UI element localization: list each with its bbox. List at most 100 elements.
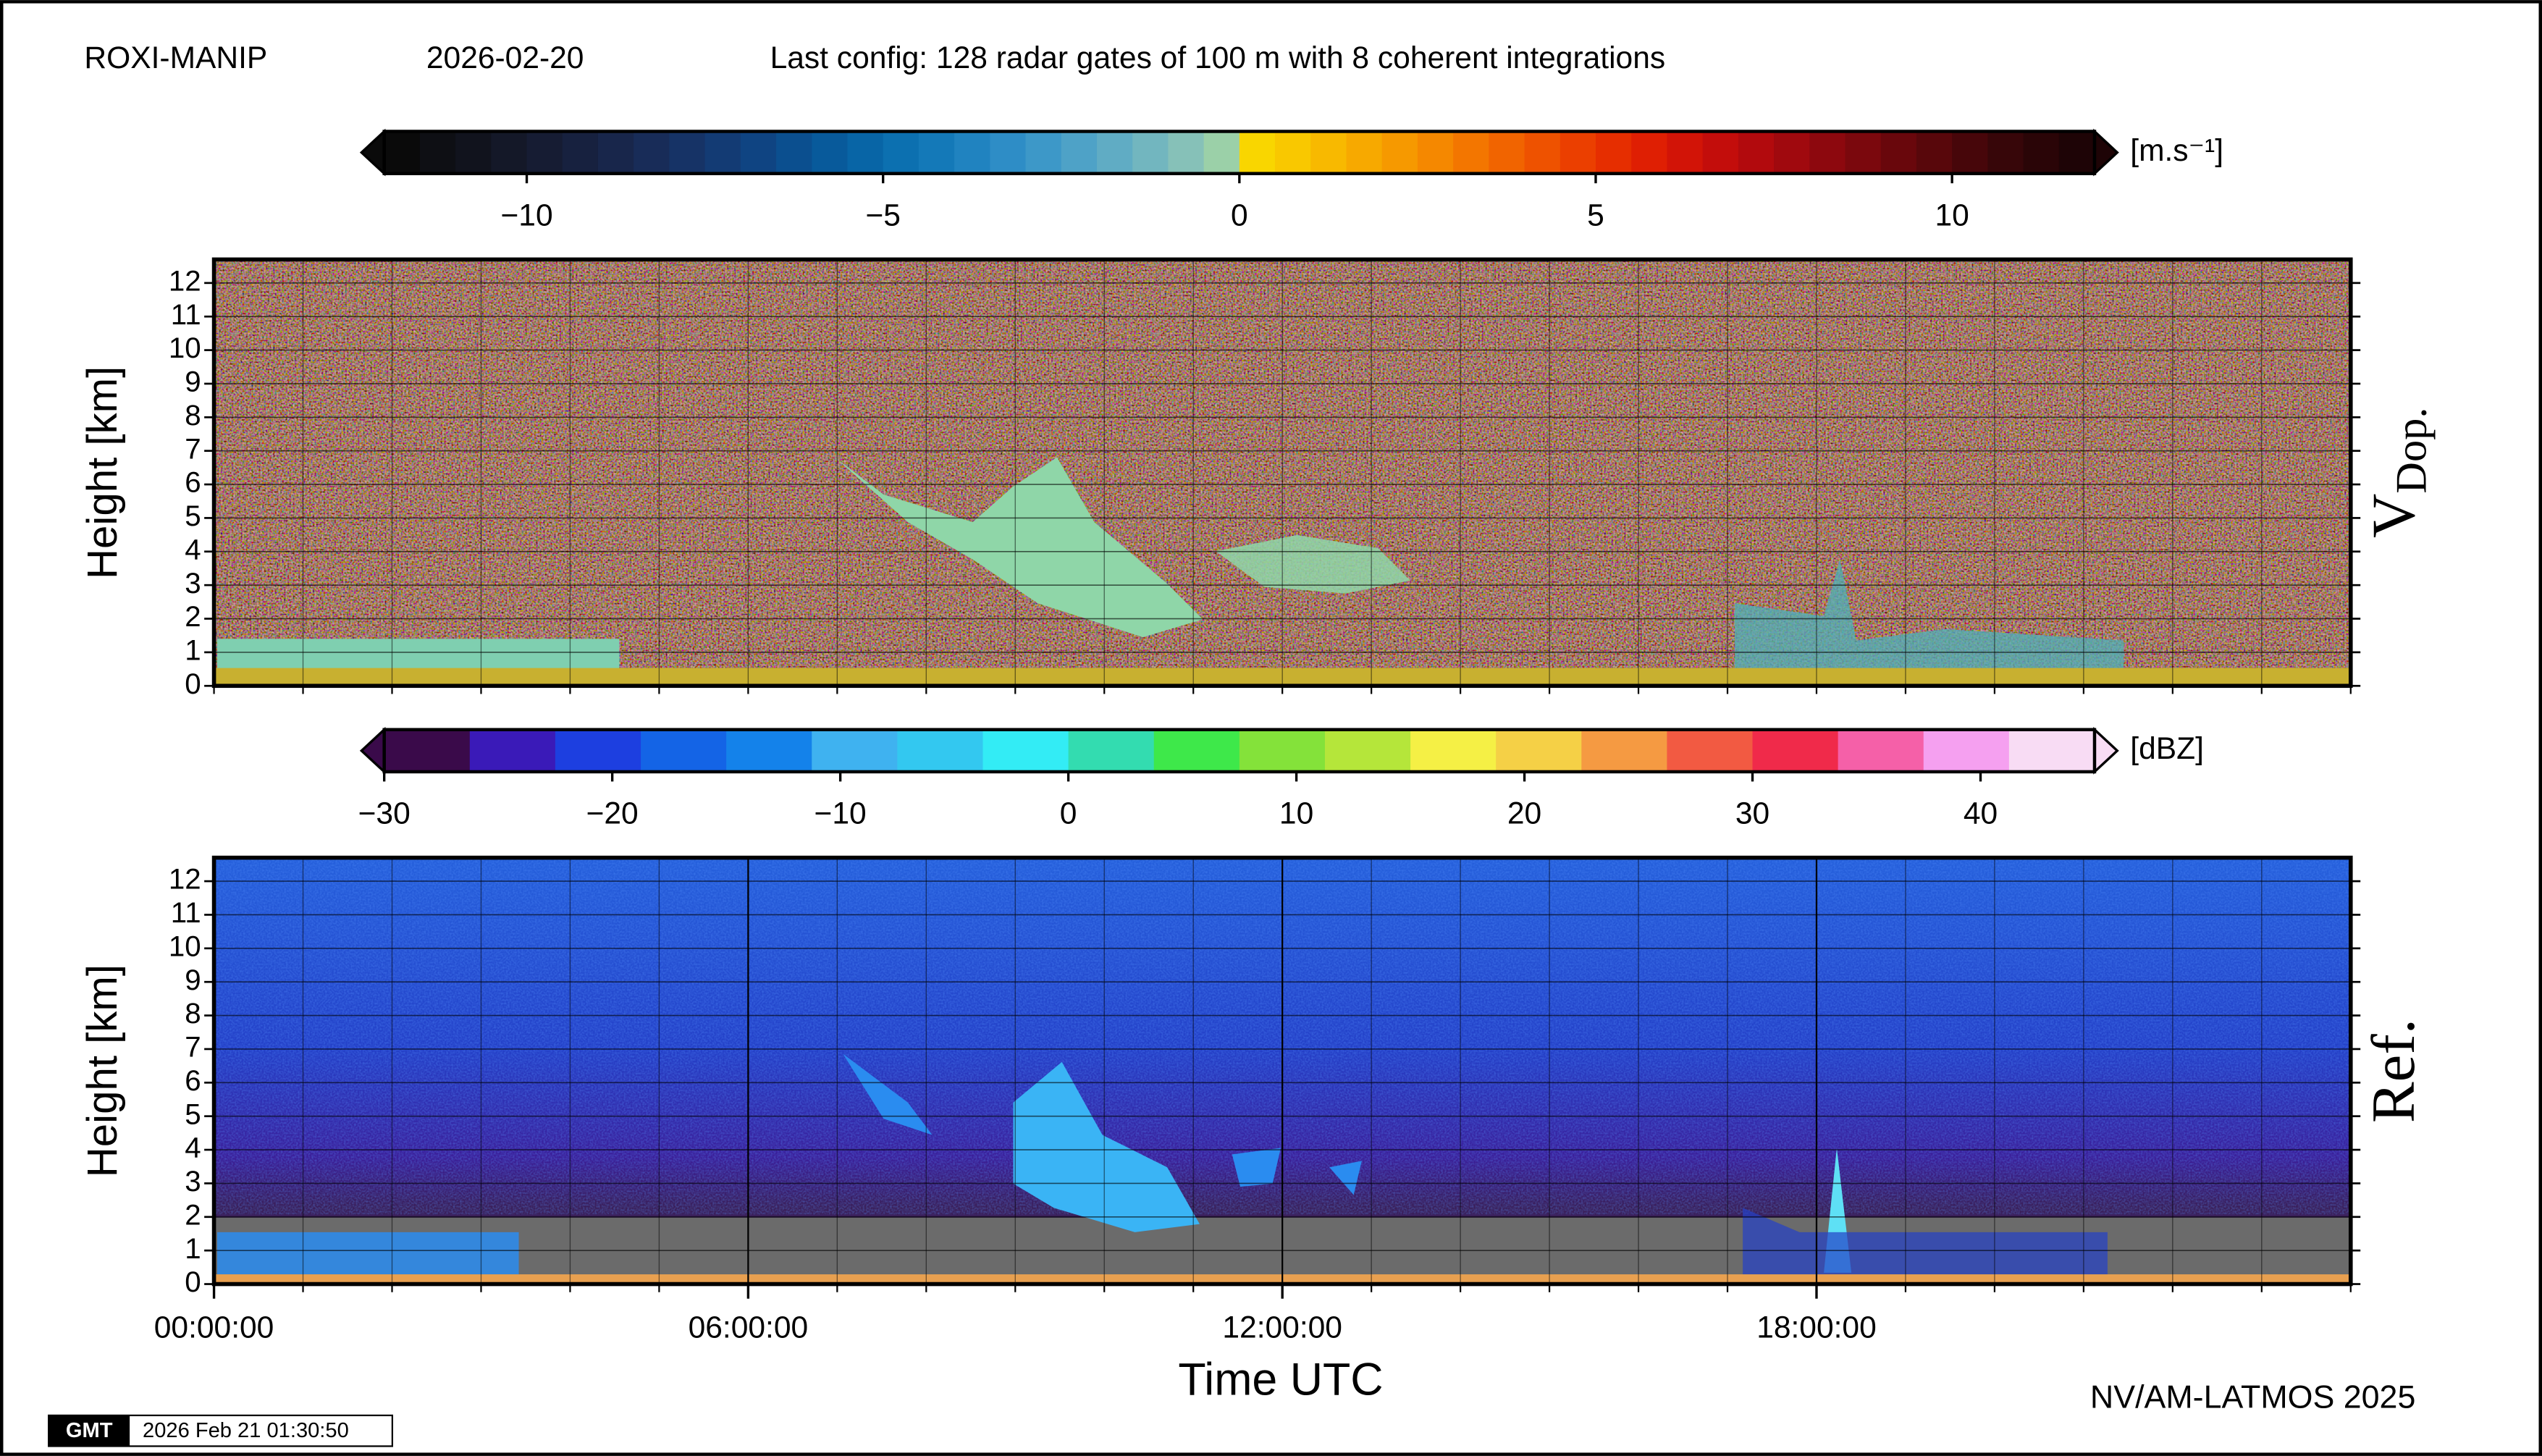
y-tick-label: 6 [185, 466, 201, 499]
colorbar-segment [704, 131, 741, 174]
colorbar-segment [1809, 131, 1846, 174]
colorbar-tick-label: 40 [1964, 796, 1998, 831]
colorbar-segment [1923, 729, 2010, 772]
colorbar-tick-label: 0 [1231, 198, 1248, 232]
side-label: Ref. [2359, 1019, 2427, 1123]
colorbar-segment [1952, 131, 1989, 174]
colorbar-segment [384, 131, 421, 174]
x-tick-label: 06:00:00 [689, 1310, 809, 1345]
y-tick-label: 0 [185, 1266, 201, 1298]
y-tick-label: 7 [185, 432, 201, 465]
colorbar-segment [2023, 131, 2060, 174]
station: ROXI-MANIP [84, 41, 267, 75]
colorbar-segment [740, 131, 777, 174]
colorbar-segment [1132, 131, 1169, 174]
colorbar-tick-label: −30 [358, 796, 411, 831]
colorbar-segment [419, 131, 456, 174]
colorbar-segment [897, 729, 984, 772]
colorbar-segment [469, 729, 556, 772]
date: 2026-02-20 [426, 41, 584, 75]
colorbar-segment [1061, 131, 1098, 174]
y-tick-label: 12 [169, 264, 201, 297]
colorbar-segment [1631, 131, 1668, 174]
colorbar-segment [1581, 729, 1668, 772]
y-axis-label: Height [km] [79, 964, 126, 1177]
logo: GMT [66, 1419, 113, 1442]
plot-frame [211, 855, 2353, 1287]
colorbar-segment [641, 729, 727, 772]
colorbar-segment [982, 729, 1069, 772]
colorbar-segment [1987, 131, 2024, 174]
y-tick-label: 11 [171, 298, 201, 331]
colorbar-segment [1838, 729, 1924, 772]
colorbar-segment [883, 131, 919, 174]
colorbar-segment [1595, 131, 1632, 174]
colorbar-segment [1203, 131, 1240, 174]
colorbar-segment [669, 131, 706, 174]
colorbar-segment [455, 131, 492, 174]
y-tick-label: 6 [185, 1064, 201, 1097]
colorbar-segment [555, 729, 641, 772]
colorbar-segment [1453, 131, 1490, 174]
y-tick-label: 10 [169, 332, 201, 364]
colorbar-under [359, 128, 386, 177]
logo-bg [49, 1415, 130, 1447]
colorbar-segment [1153, 729, 1240, 772]
colorbar-under [359, 726, 386, 775]
colorbar-over [2093, 726, 2119, 775]
colorbar-segment [1346, 131, 1383, 174]
y-tick-label: 4 [185, 533, 201, 565]
side-label-main: Ref. [2359, 1019, 2427, 1123]
y-tick-label: 2 [185, 600, 201, 633]
colorbar-segment [1417, 131, 1454, 174]
colorbar-frame [382, 728, 2097, 774]
colorbar-segment [634, 131, 670, 174]
y-tick-label: 5 [185, 500, 201, 532]
colorbar-segment [1096, 131, 1133, 174]
y-tick-label: 9 [185, 964, 201, 996]
y-tick-label: 9 [185, 366, 201, 398]
colorbar-segment [1068, 729, 1155, 772]
y-tick-label: 2 [185, 1198, 201, 1231]
side-label-sub: Dop. [2387, 408, 2436, 494]
y-tick-label: 12 [169, 863, 201, 896]
colorbar-segment [597, 131, 634, 174]
colorbar-segment [526, 131, 563, 174]
colorbar-segment [954, 131, 991, 174]
plot-frame [211, 257, 2353, 689]
colorbar-segment [1239, 729, 1326, 772]
colorbar-segment [1168, 131, 1205, 174]
y-axis-label: Height [km] [79, 366, 126, 579]
colorbar-segment [1381, 131, 1418, 174]
y-tick-label: 5 [185, 1098, 201, 1130]
colorbar-segment [1667, 729, 1754, 772]
colorbar-segment [1489, 131, 1525, 174]
colorbar-segment [1667, 131, 1704, 174]
colorbar-segment [1410, 729, 1497, 772]
colorbar-segment [776, 131, 812, 174]
colorbar-segment [918, 131, 955, 174]
colorbar-segment [1916, 131, 1953, 174]
x-axis-label: Time UTC [1178, 1355, 1383, 1405]
side-label-main: V [2359, 494, 2427, 538]
colorbar-segment [562, 131, 599, 174]
colorbar-unit: [m.s⁻¹] [2130, 133, 2223, 168]
colorbar-segment [726, 729, 812, 772]
x-tick-label: 12:00:00 [1222, 1310, 1342, 1345]
colorbar-tick-label: 5 [1587, 198, 1604, 232]
colorbar-tick-label: −20 [586, 796, 639, 831]
y-tick-label: 1 [185, 1232, 201, 1265]
colorbar-tick-label: −5 [865, 198, 901, 232]
colorbar-segment [2008, 729, 2095, 772]
colorbar-segment [1496, 729, 1582, 772]
colorbar-segment [1845, 131, 1882, 174]
colorbar-segment [1524, 131, 1561, 174]
colorbar-segment [2058, 131, 2095, 174]
config: Last config: 128 radar gates of 100 m wi… [770, 41, 1666, 75]
y-tick-label: 10 [169, 930, 201, 962]
x-tick-label: 18:00:00 [1756, 1310, 1877, 1345]
colorbar-segment [1880, 131, 1917, 174]
